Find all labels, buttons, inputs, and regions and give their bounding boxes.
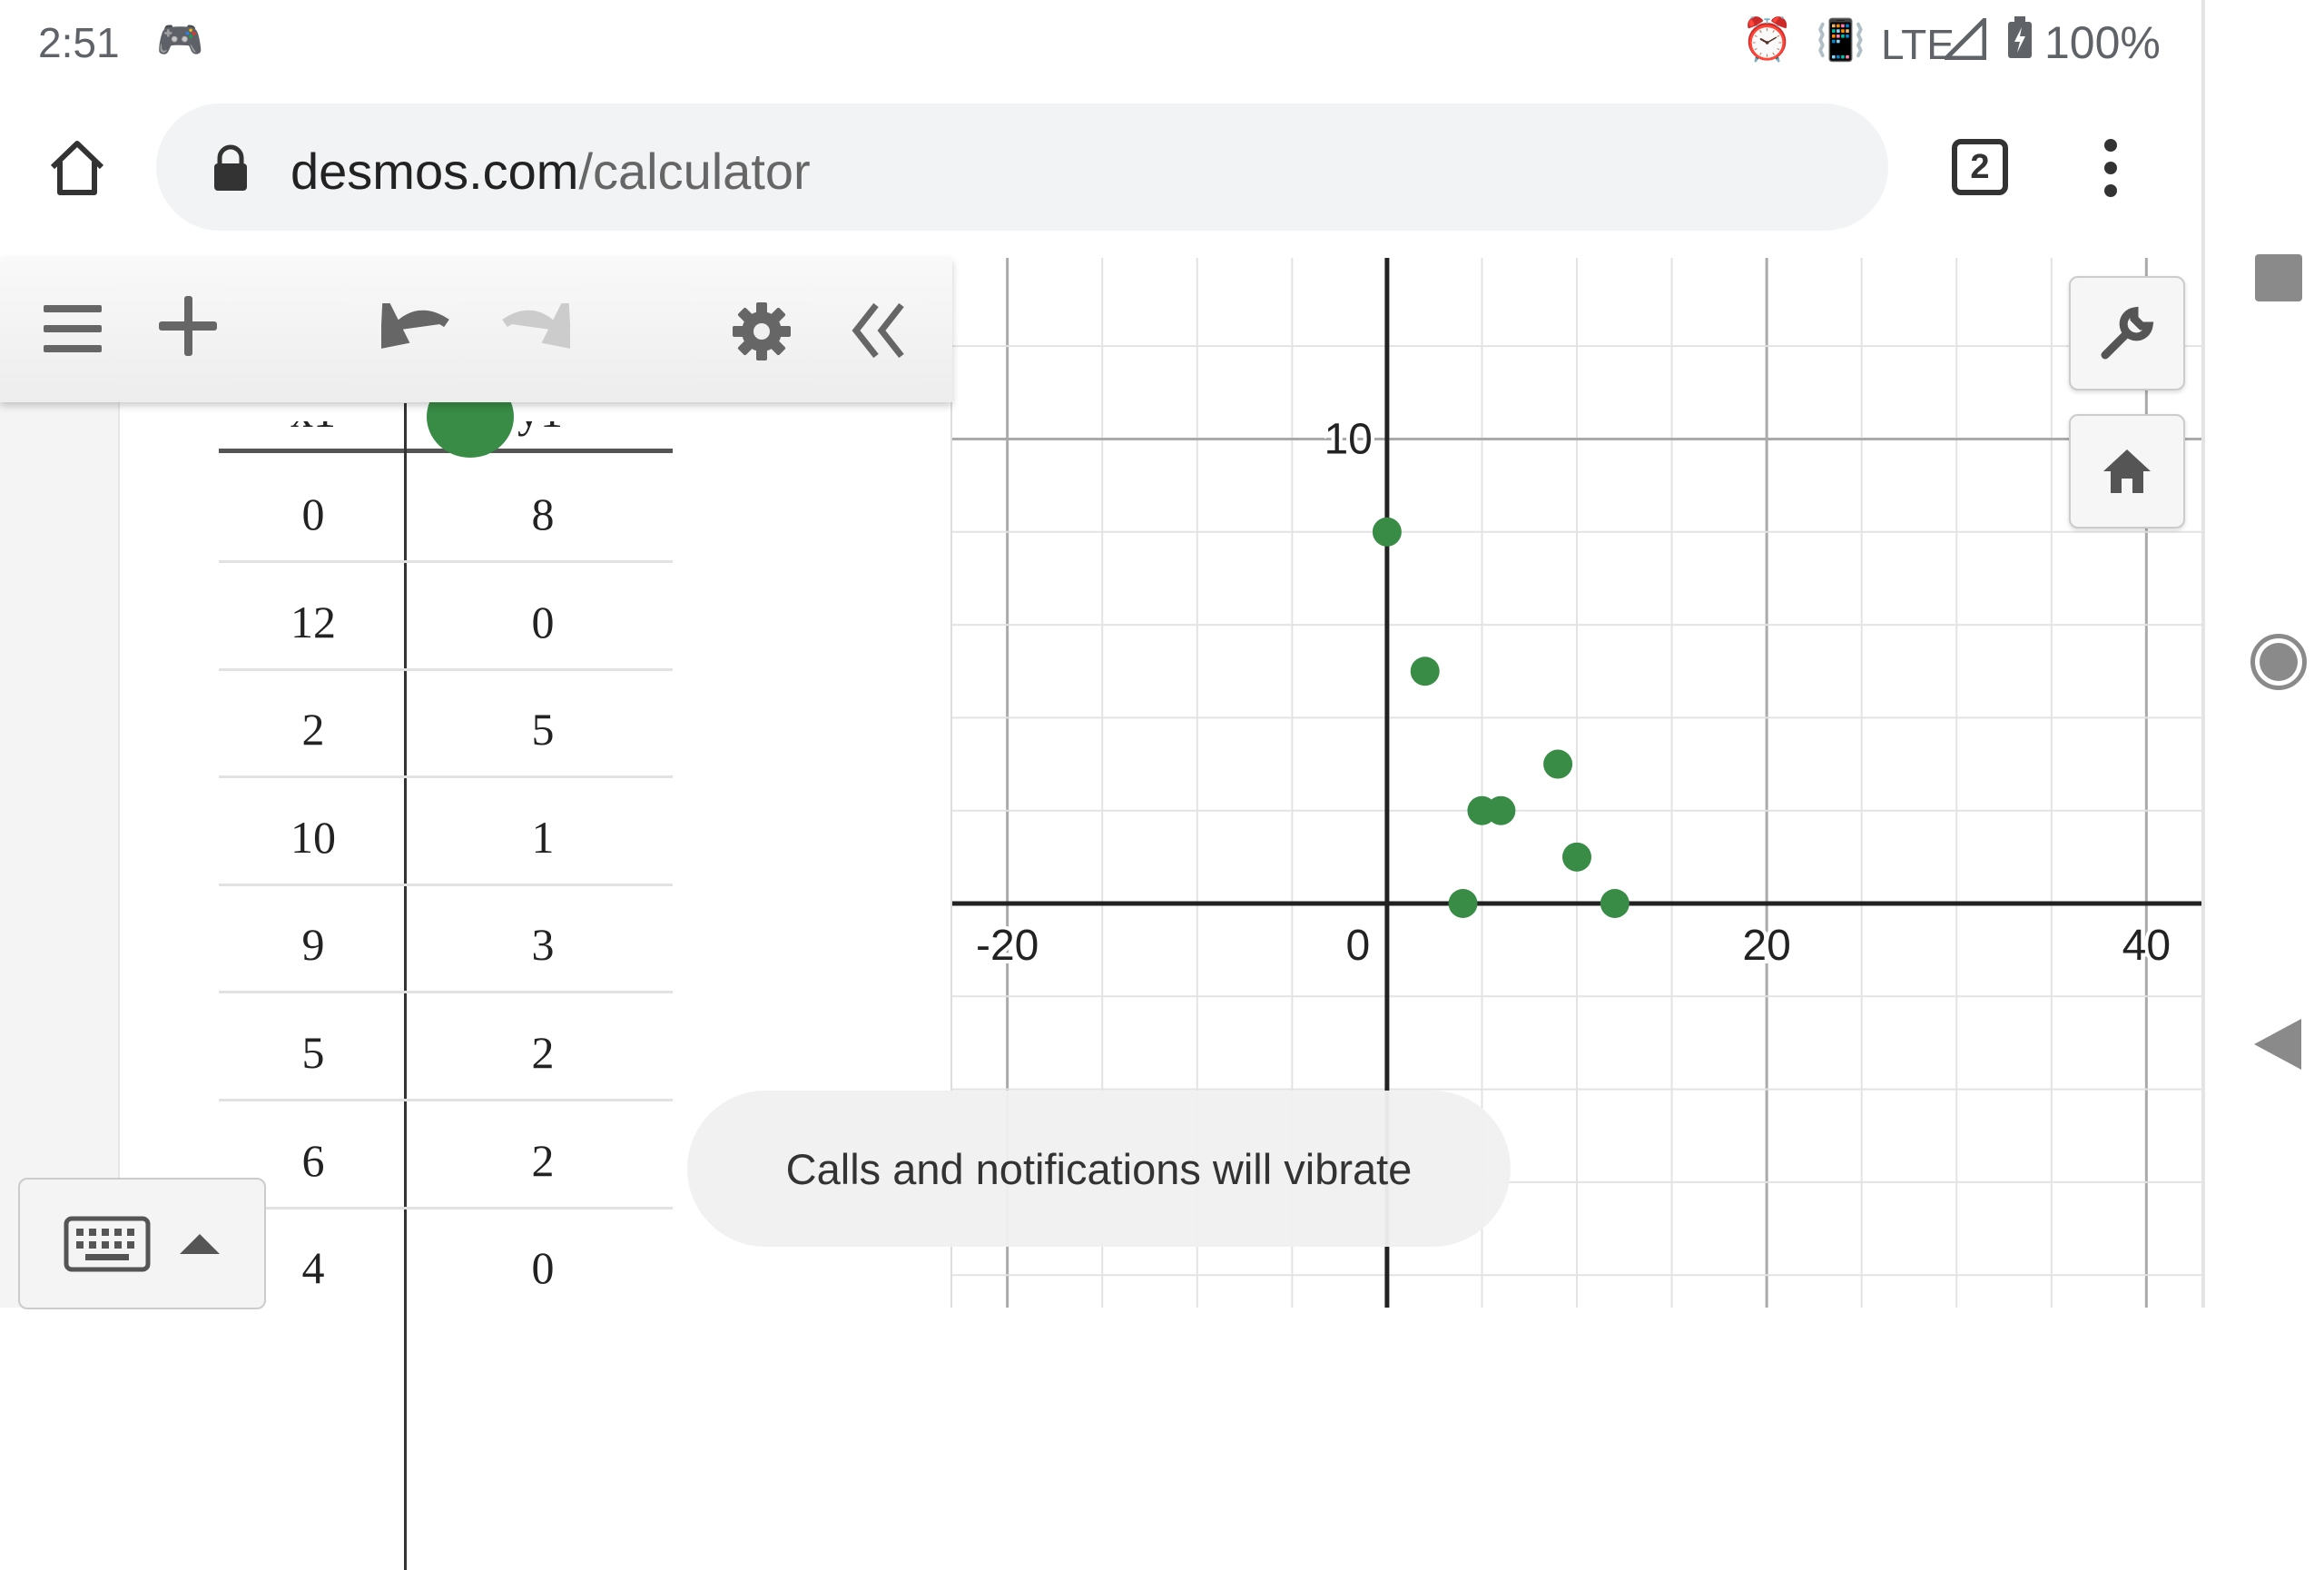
graph-canvas[interactable]: -20 0 20 40 10 [952,258,2201,1308]
url-path: /calculator [578,143,811,200]
discord-icon: 🎮 [156,18,204,61]
row-divider [219,883,673,886]
redo-icon[interactable] [497,303,570,349]
table-cell-x[interactable]: 5 [301,1027,325,1078]
x-tick-label: 0 [1346,922,1371,970]
data-point [1600,888,1630,918]
expression-panel: x1 y1 0 8 12 0 2 5 10 1 9 3 5 2 6 2 4 0 [0,258,952,1570]
keyboard-toggle-button[interactable] [18,1178,266,1309]
android-nav-bar [2201,0,2324,1308]
table-header-y[interactable]: y1 [517,386,563,437]
expression-toolbar [0,258,952,402]
row-divider [219,775,673,779]
expression-gutter [0,258,120,1308]
data-point [1448,888,1478,918]
table-cell-y[interactable]: 5 [531,704,555,755]
keyboard-icon [64,1216,150,1271]
wrench-icon [2101,306,2154,360]
status-bar: 2:51 🎮 ⏰ 📳 LTE 100% [0,0,2201,91]
more-options-icon[interactable] [2093,136,2129,200]
vibrate-icon: 📳 [1816,18,1866,63]
table-cell-y[interactable]: 2 [531,1027,555,1078]
collapse-panel-icon[interactable] [849,301,907,360]
data-point [1410,657,1440,686]
recents-icon[interactable] [2255,254,2302,301]
url-bar[interactable]: desmos.com/calculator [156,104,1888,231]
row-divider [219,1206,673,1210]
row-divider [219,667,673,671]
settings-gear-icon[interactable] [732,301,792,361]
x-tick-label: -20 [976,922,1039,970]
row-divider [219,1099,673,1101]
clock: 2:51 [38,19,120,66]
data-point [1372,517,1402,547]
signal-icon [1945,18,1986,60]
zoom-home-button[interactable] [2069,414,2185,528]
table-cell-x[interactable]: 4 [301,1242,325,1294]
x-tick-label: 40 [2122,922,2171,970]
data-point [1486,795,1516,825]
table-cell-y[interactable]: 2 [531,1134,555,1186]
battery-charging-icon [2008,16,2032,58]
home-icon[interactable] [45,136,109,200]
home-nav-icon[interactable] [2250,634,2307,690]
undo-icon[interactable] [381,303,454,349]
chevron-up-icon [179,1233,220,1254]
table-cell-x[interactable]: 10 [290,811,336,863]
data-point [1543,749,1573,779]
row-divider [219,560,673,563]
table-cell-x[interactable]: 12 [290,596,336,647]
table-cell-x[interactable]: 6 [301,1134,325,1186]
alarm-icon: ⏰ [1741,15,1794,63]
tabs-button[interactable]: 2 [1952,139,2008,195]
battery-level: 100% [2044,17,2161,68]
back-icon[interactable] [2252,1017,2303,1071]
lte-label: LTE [1881,21,1955,68]
toast-message: Calls and notifications will vibrate [687,1091,1511,1247]
home-icon [2103,449,2151,493]
url-domain: desmos.com [290,143,579,200]
table-header-x[interactable]: x1 [290,386,336,437]
lock-icon [214,144,247,191]
row-divider [219,991,673,994]
table-cell-y[interactable]: 8 [531,489,555,539]
table-cell-y[interactable]: 0 [531,1242,555,1294]
x-tick-label: 20 [1742,922,1790,970]
y-tick-label: 10 [1324,415,1372,463]
menu-icon[interactable] [44,301,103,356]
table-cell-x[interactable]: 9 [301,919,325,971]
table-column-divider [404,403,407,1570]
table-cell-y[interactable]: 3 [531,919,555,971]
table-cell-x[interactable]: 0 [301,489,325,539]
graph-settings-button[interactable] [2069,276,2185,390]
table-cell-y[interactable]: 0 [531,596,555,647]
table-cell-x[interactable]: 2 [301,704,325,755]
add-expression-icon[interactable] [159,294,219,358]
data-point [1562,842,1591,872]
table-cell-y[interactable]: 1 [531,811,555,863]
